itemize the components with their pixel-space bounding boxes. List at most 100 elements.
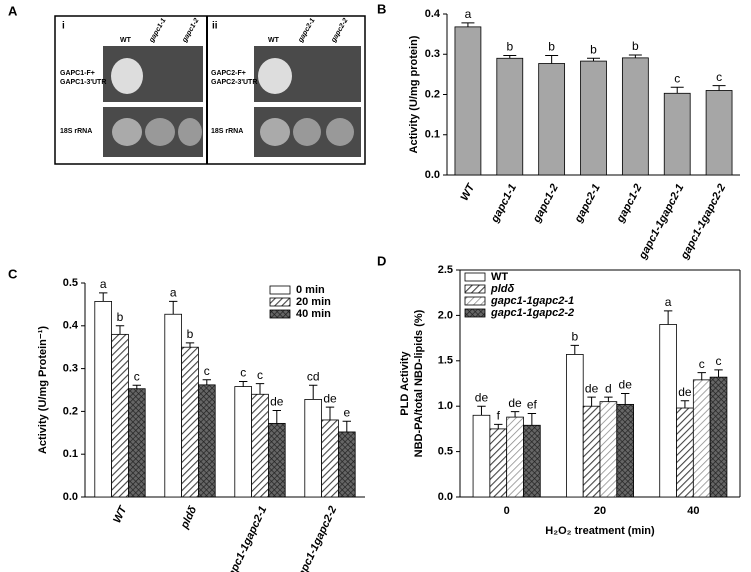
- error-bar: [494, 423, 503, 429]
- y-tick-label: 0.0: [63, 491, 78, 503]
- legend-label: WT: [491, 271, 508, 283]
- error-bar: [680, 400, 690, 409]
- legend-swatch: [464, 272, 486, 282]
- gel-signal: [112, 118, 142, 146]
- annotation: b: [590, 42, 597, 56]
- legend-swatch: [464, 308, 486, 318]
- error-bar: [185, 342, 195, 348]
- annotation: a: [465, 7, 472, 21]
- x-tick-label: 0: [504, 505, 510, 517]
- y-axis-label: NBD-PA/total NBD-lipids (%): [413, 309, 425, 457]
- bar: [472, 414, 491, 498]
- legend-swatch: [269, 309, 291, 319]
- y-tick-label: 0.4: [63, 320, 79, 332]
- error-bar: [604, 396, 613, 402]
- bar: [663, 92, 691, 176]
- y-tick-label: 0.2: [63, 405, 78, 417]
- bar: [621, 57, 649, 176]
- gel-panel: A i ii WT gapc1-1 gapc1-2 WT gapc2-1 gap…: [8, 3, 366, 165]
- error-bar: [714, 369, 723, 378]
- legend-swatch: [269, 285, 291, 295]
- bar: [599, 401, 618, 498]
- y-tick-label: 0.3: [425, 48, 440, 60]
- bar: [489, 428, 508, 498]
- bar: [181, 346, 199, 498]
- y-tick-label: 1.0: [438, 400, 453, 412]
- lane-label: WT: [120, 37, 132, 44]
- section-label: i: [62, 21, 65, 32]
- annotation: b: [632, 39, 639, 53]
- x-tick-label: gapc1-1gapc2-2: [293, 504, 339, 572]
- probe-label: GAPC1-3'UTR: [60, 79, 106, 86]
- annotation: c: [674, 71, 680, 85]
- panel-label: C: [8, 266, 18, 281]
- legend-label: gapc1-1gapc2-2: [490, 307, 574, 319]
- bar: [582, 405, 601, 498]
- y-tick-label: 0.5: [63, 277, 78, 289]
- annotation: b: [548, 40, 555, 54]
- annotation: a: [100, 277, 107, 291]
- bar: [496, 57, 524, 176]
- legend-label: 0 min: [296, 284, 325, 296]
- error-bar: [628, 54, 642, 58]
- annotation: de: [508, 396, 522, 410]
- panel-label: B: [377, 1, 386, 16]
- error-bar: [621, 392, 630, 405]
- error-bar: [670, 86, 684, 94]
- bar: [127, 388, 146, 498]
- annotation: b: [187, 327, 194, 341]
- x-tick-label: WT: [111, 503, 130, 525]
- error-bar: [272, 410, 281, 424]
- bar: [454, 26, 482, 176]
- bar: [580, 60, 607, 176]
- probe-label: GAPC2-F+: [211, 70, 246, 77]
- y-tick-label: 0.4: [425, 8, 441, 20]
- control-label: 18S rRNA: [60, 128, 92, 135]
- error-bar: [461, 22, 475, 27]
- bar: [676, 407, 694, 498]
- legend-label: 40 min: [296, 308, 331, 320]
- y-tick-label: 0.0: [425, 169, 440, 181]
- annotation: b: [571, 330, 578, 344]
- x-tick-label: 40: [687, 505, 699, 517]
- panel-label: A: [8, 3, 18, 18]
- annotation: b: [117, 310, 124, 324]
- y-axis-label: Activity (U/mg Protein⁻¹): [37, 326, 49, 454]
- error-bar: [169, 300, 178, 315]
- error-bar: [712, 85, 726, 91]
- y-tick-label: 1.5: [438, 355, 453, 367]
- bar: [692, 379, 711, 498]
- error-bar: [309, 384, 318, 400]
- annotation: de: [678, 385, 692, 399]
- x-tick-label: WT: [459, 181, 478, 203]
- x-tick-label: pldδ: [178, 504, 199, 531]
- x-tick-label: gapc1-1gapc2-1: [636, 182, 686, 262]
- bar: [705, 90, 733, 176]
- x-tick-label: gapc2-1: [572, 182, 603, 225]
- annotation: de: [323, 391, 337, 405]
- y-tick-label: 0.3: [63, 363, 78, 375]
- bar: [267, 422, 286, 498]
- bar: [197, 384, 216, 498]
- annotation: d: [605, 381, 612, 395]
- error-bar: [342, 420, 351, 432]
- error-bar: [527, 412, 537, 426]
- error-bar: [587, 396, 596, 407]
- y-axis-label: Activity (U/mg protein): [408, 35, 420, 153]
- probe-label: GAPC1-F+: [60, 70, 95, 77]
- error-bar: [697, 372, 706, 380]
- annotation: c: [240, 366, 246, 380]
- x-tick-label: 20: [594, 505, 606, 517]
- control-label: 18S rRNA: [211, 128, 243, 135]
- x-tick-label: gapc1-1gapc2-2: [678, 182, 728, 262]
- bar: [251, 393, 269, 498]
- y-tick-label: 0.1: [63, 448, 78, 460]
- legend-swatch: [464, 296, 486, 306]
- error-bar: [503, 54, 517, 59]
- x-tick-label: gapc1-2: [614, 182, 645, 225]
- annotation: e: [343, 405, 350, 419]
- lane-label: WT: [268, 37, 280, 44]
- legend-label: pldδ: [490, 283, 514, 295]
- error-bar: [663, 310, 673, 325]
